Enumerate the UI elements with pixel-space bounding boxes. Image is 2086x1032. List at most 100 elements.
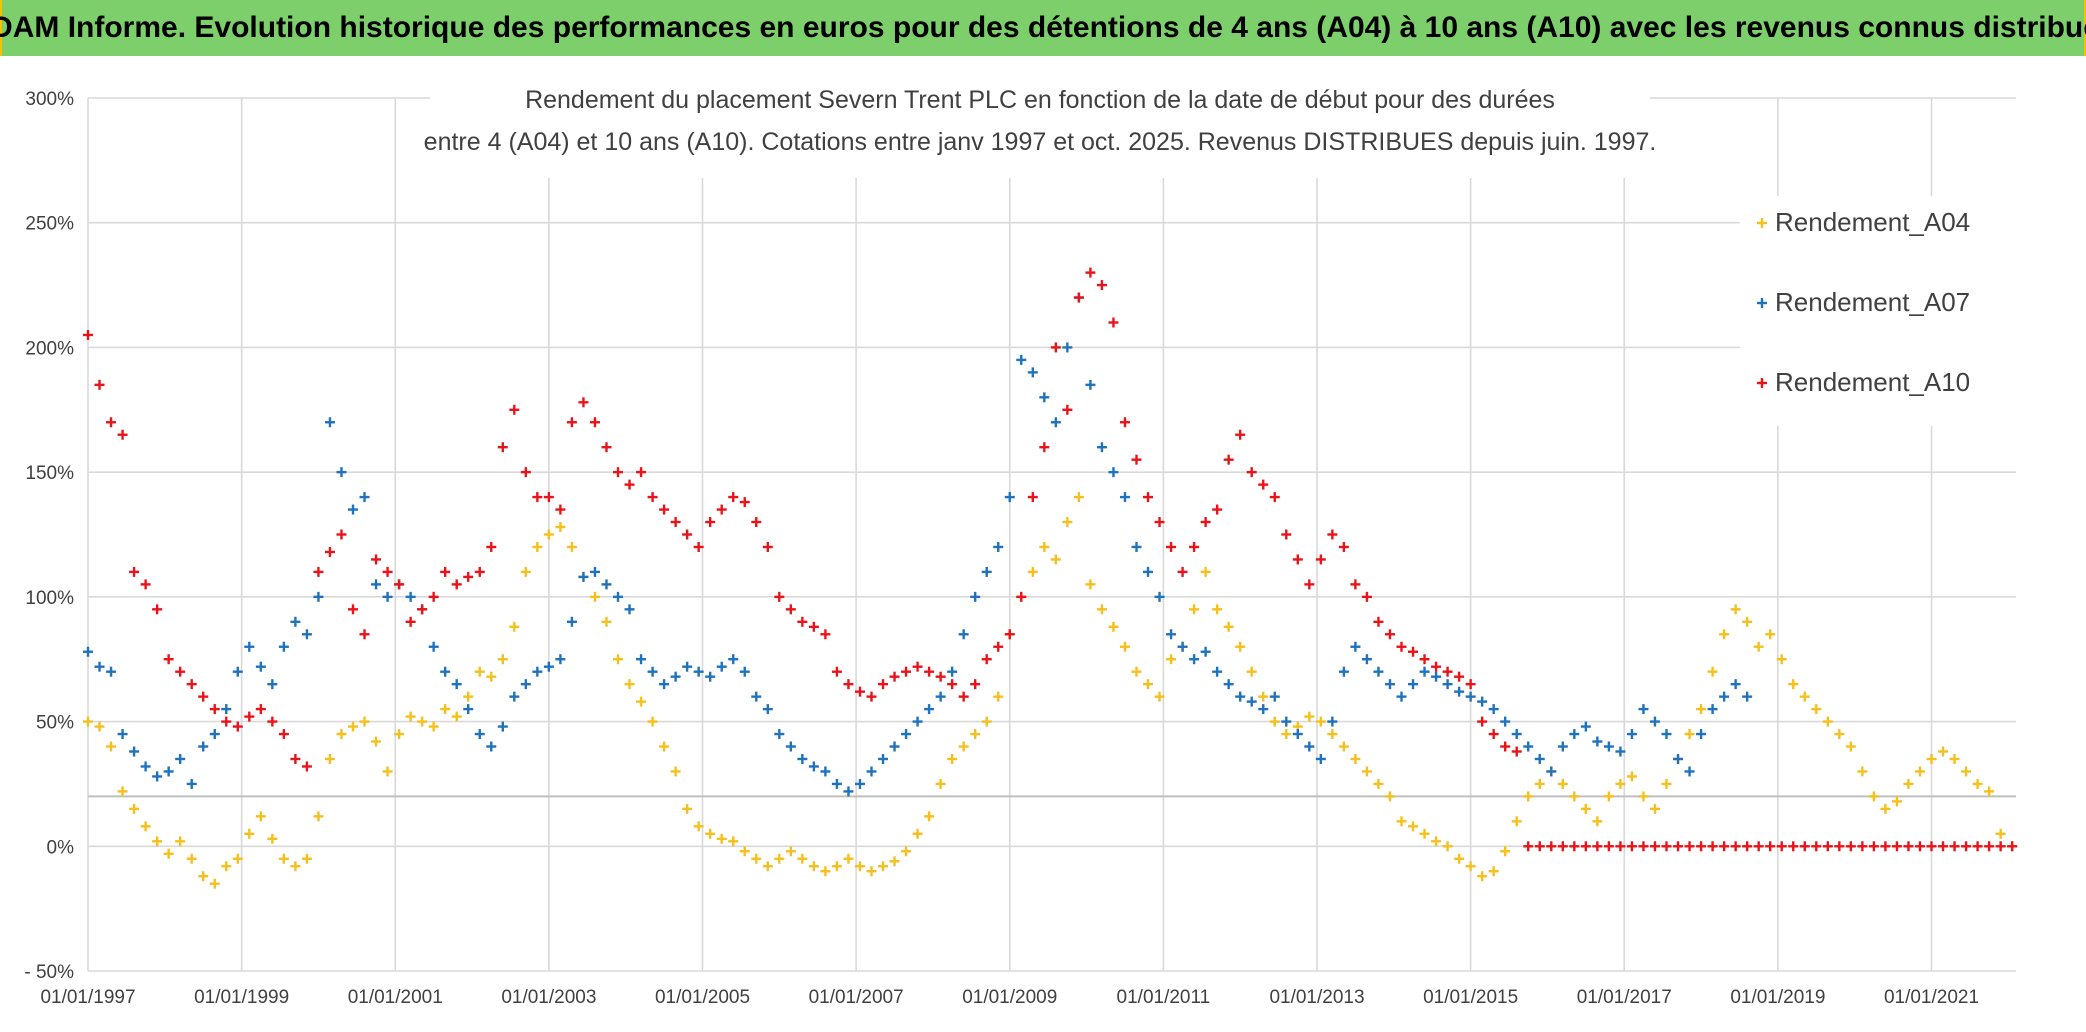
point-a07 [670,671,681,682]
point-a10 [1615,841,1626,852]
point-a04 [866,866,877,877]
point-a04 [1569,791,1580,802]
point-a10 [232,721,243,732]
point-a10 [140,579,151,590]
point-a07 [947,666,958,677]
point-a10 [993,641,1004,652]
point-a04 [290,861,301,872]
point-a04 [244,828,255,839]
point-a04 [1972,778,1983,789]
point-a04 [1223,621,1234,632]
point-a10 [1742,841,1753,852]
point-a10 [970,679,981,690]
point-a10 [2007,841,2018,852]
point-a07 [716,661,727,672]
point-a04 [1903,778,1914,789]
point-a04 [1235,641,1246,652]
point-a10 [808,621,819,632]
point-a10 [1246,467,1257,478]
point-a04 [532,541,543,552]
x-tick-label: 01/01/2005 [655,987,750,1008]
point-a04 [566,541,577,552]
point-a04 [1500,846,1511,857]
point-a07 [1292,729,1303,740]
point-a04 [497,654,508,665]
point-a04 [1949,753,1960,764]
point-a04 [1189,604,1200,615]
point-a04 [1834,729,1845,740]
point-a10 [83,329,93,340]
point-a10 [1477,716,1488,727]
point-a04 [1580,803,1591,814]
point-a04 [106,741,117,752]
point-a10 [762,541,773,552]
point-a07 [889,741,900,752]
point-a07 [981,566,992,577]
point-a10 [1914,841,1925,852]
point-a07 [1004,492,1015,503]
legend-background [1740,196,2020,426]
point-a10 [1534,841,1545,852]
point-a10 [1154,517,1165,528]
point-a10 [1546,841,1557,852]
point-a07 [1096,442,1107,453]
x-tick-label: 01/01/2007 [809,987,904,1008]
point-a10 [878,679,889,690]
point-a10 [1603,841,1614,852]
point-a04 [1315,716,1326,727]
point-a07 [209,729,220,740]
point-a07 [935,691,946,702]
point-a07 [555,654,566,665]
point-a07 [1108,467,1119,478]
point-a10 [1984,841,1995,852]
point-a04 [1027,566,1038,577]
point-a04 [117,786,128,797]
point-a07 [359,492,370,503]
point-a10 [739,497,750,508]
point-a10 [244,711,255,722]
point-a10 [774,591,785,602]
x-tick-label: 01/01/1997 [40,987,135,1008]
page-title: ADAM Informe. Evolution historique des p… [0,0,2086,56]
y-tick-label: - 50% [24,962,74,983]
point-a04 [1926,753,1937,764]
point-a04 [336,729,347,740]
point-a04 [1868,791,1879,802]
point-a10 [1166,541,1177,552]
point-a04 [129,803,140,814]
point-a10 [1880,841,1891,852]
point-a10 [1096,280,1107,291]
point-a04 [1765,629,1776,640]
point-a10 [820,629,831,640]
point-a04 [313,811,324,822]
point-a04 [1269,716,1280,727]
point-a04 [728,836,739,847]
point-a07 [1327,716,1338,727]
point-a10 [1143,492,1154,503]
point-a10 [1039,442,1050,453]
point-a10 [221,716,232,727]
point-a10 [1465,679,1476,690]
point-a04 [1396,816,1407,827]
point-a04 [889,856,900,867]
point-a04 [232,853,243,864]
point-a04 [152,836,163,847]
point-a04 [981,716,992,727]
point-a10 [1557,841,1568,852]
point-a10 [1580,841,1591,852]
point-a04 [785,846,796,857]
point-a07 [1500,716,1511,727]
point-a04 [278,853,289,864]
point-a04 [1615,778,1626,789]
point-a10 [348,604,359,615]
point-a07 [463,704,474,715]
point-a04 [808,861,819,872]
y-tick-label: 150% [25,463,74,484]
point-a07 [1419,666,1430,677]
point-a07 [1615,746,1626,757]
point-a04 [774,853,785,864]
point-a10 [290,753,301,764]
point-a10 [831,666,842,677]
point-a07 [348,504,359,515]
point-a04 [1811,704,1822,715]
